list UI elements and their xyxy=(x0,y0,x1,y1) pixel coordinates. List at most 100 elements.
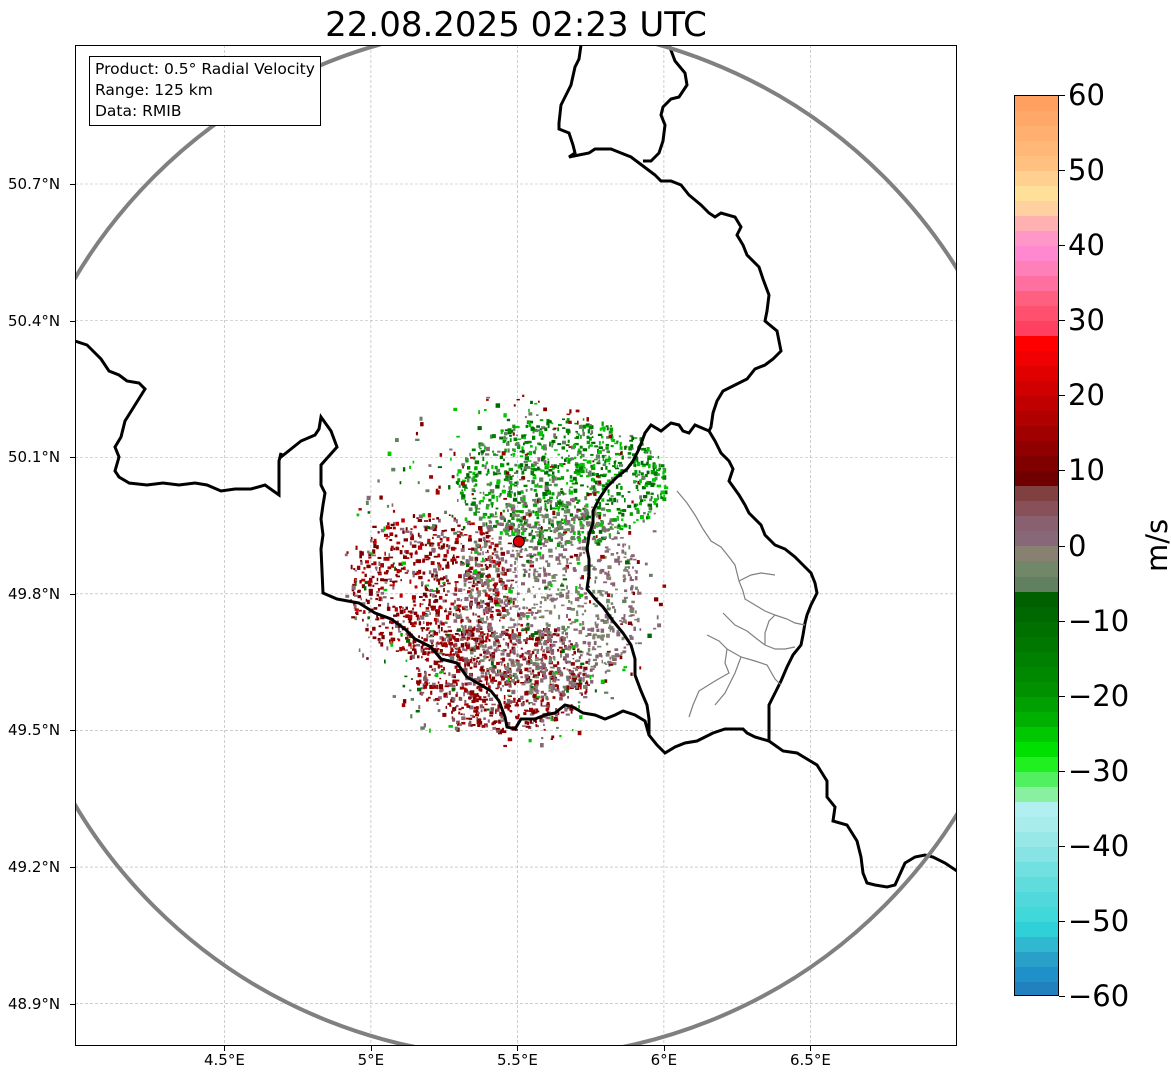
echo-pixel-outbound-west xyxy=(402,545,404,548)
echo-pixel-inbound xyxy=(478,445,481,448)
echo-pixel-scatter xyxy=(556,726,559,729)
echo-pixel-scatter xyxy=(578,650,582,653)
echo-pixel-outbound-south xyxy=(480,639,484,644)
echo-pixel-outbound-west xyxy=(431,644,434,647)
echo-pixel-near-zero xyxy=(538,499,542,501)
echo-pixel-scatter xyxy=(507,694,511,697)
echo-pixel-outbound-south xyxy=(448,641,450,645)
echo-pixel-inbound xyxy=(549,441,552,444)
echo-pixel-outbound-west xyxy=(452,556,456,559)
echo-pixel-near-zero xyxy=(514,557,518,561)
echo-pixel-near-zero xyxy=(595,623,599,628)
echo-pixel-near-zero xyxy=(486,650,489,655)
echo-pixel-scatter xyxy=(422,513,426,517)
echo-pixel-outbound-west xyxy=(358,609,362,612)
echo-pixel-inbound xyxy=(511,530,514,533)
echo-pixel-inbound xyxy=(582,448,588,452)
echo-pixel-near-zero xyxy=(585,521,591,525)
echo-pixel-outbound-south xyxy=(464,687,467,690)
echo-pixel-near-zero xyxy=(479,579,483,583)
echo-pixel-near-zero xyxy=(612,606,615,609)
echo-pixel-inbound xyxy=(537,508,542,513)
echo-pixel-outbound-west xyxy=(393,521,396,526)
echo-pixel-scatter xyxy=(446,633,450,637)
colorbar-tick-mark xyxy=(1059,996,1065,997)
echo-pixel-near-zero xyxy=(490,666,493,670)
echo-pixel-inbound xyxy=(624,498,626,503)
echo-pixel-scatter xyxy=(430,630,434,632)
echo-pixel-inbound xyxy=(502,439,506,443)
echo-pixel-near-zero xyxy=(612,582,616,587)
echo-pixel-outbound-south xyxy=(576,666,580,669)
echo-pixel-scatter xyxy=(554,670,558,674)
echo-pixel-near-zero xyxy=(474,655,476,657)
colorbar-tick-mark xyxy=(1059,545,1065,547)
echo-pixel-outbound-south xyxy=(511,700,515,703)
echo-pixel-inbound xyxy=(558,424,562,427)
echo-pixel-outbound-south xyxy=(498,641,501,644)
echo-pixel-scatter xyxy=(387,522,390,526)
echo-pixel-near-zero xyxy=(509,564,513,567)
echo-pixel-outbound-west xyxy=(367,580,372,585)
echo-pixel-near-zero xyxy=(524,518,529,523)
echo-pixel-scatter xyxy=(358,648,361,652)
echo-pixel-near-zero xyxy=(547,518,552,522)
echo-pixel-outbound-south xyxy=(478,662,481,665)
echo-pixel-near-zero xyxy=(607,522,610,525)
echo-pixel-inbound xyxy=(636,461,641,467)
echo-pixel-outbound-south xyxy=(519,654,522,659)
echo-pixel-outbound-west xyxy=(460,643,465,648)
colorbar-band xyxy=(1015,801,1058,817)
echo-pixel-outbound-south xyxy=(474,713,479,717)
echo-pixel-scatter xyxy=(508,535,512,537)
echo-pixel-outbound-west xyxy=(369,597,373,600)
echo-pixel-inbound xyxy=(660,464,665,468)
echo-pixel-outbound-west xyxy=(472,612,475,616)
echo-pixel-near-zero xyxy=(614,608,617,613)
echo-pixel-outbound-south xyxy=(586,684,591,686)
echo-pixel-outbound-west xyxy=(477,619,482,624)
echo-pixel-scatter xyxy=(636,560,640,564)
echo-pixel-outbound-south xyxy=(559,636,562,641)
echo-pixel-scatter xyxy=(566,413,571,416)
colorbar-band xyxy=(1015,441,1058,457)
echo-pixel-outbound-west xyxy=(391,637,396,642)
echo-pixel-scatter xyxy=(486,396,491,399)
echo-pixel-near-zero xyxy=(466,571,471,577)
echo-pixel-inbound xyxy=(551,475,555,479)
echo-pixel-scatter xyxy=(455,481,459,484)
echo-pixel-near-zero xyxy=(567,647,571,651)
echo-pixel-scatter xyxy=(550,716,553,721)
echo-pixel-inbound xyxy=(541,457,544,462)
echo-pixel-inbound xyxy=(591,472,595,476)
echo-pixel-near-zero xyxy=(456,597,460,601)
echo-pixel-outbound-west xyxy=(478,538,482,542)
echo-pixel-inbound xyxy=(565,428,570,433)
colorbar-band xyxy=(1015,906,1058,922)
echo-pixel-inbound xyxy=(482,496,485,500)
echo-pixel-scatter xyxy=(506,418,511,422)
echo-pixel-scatter xyxy=(354,569,357,572)
echo-pixel-inbound xyxy=(503,458,505,461)
echo-pixel-outbound-west xyxy=(433,568,437,573)
echo-pixel-near-zero xyxy=(574,514,579,519)
echo-pixel-near-zero xyxy=(488,587,492,591)
echo-pixel-outbound-south xyxy=(584,691,587,695)
echo-pixel-scatter xyxy=(446,579,449,582)
echo-pixel-near-zero xyxy=(539,514,544,516)
echo-pixel-near-zero xyxy=(596,628,600,632)
echo-pixel-inbound xyxy=(509,513,513,517)
echo-pixel-near-zero xyxy=(543,641,548,646)
echo-pixel-outbound-west xyxy=(484,563,487,566)
echo-pixel-outbound-west xyxy=(490,610,494,613)
echo-pixel-near-zero xyxy=(495,567,499,571)
echo-pixel-scatter xyxy=(639,479,642,484)
echo-pixel-inbound xyxy=(532,451,535,454)
echo-pixel-near-zero xyxy=(463,633,465,637)
echo-pixel-outbound-west xyxy=(493,547,497,552)
echo-pixel-outbound-west xyxy=(392,526,396,530)
echo-pixel-near-zero xyxy=(554,537,559,540)
echo-pixel-near-zero xyxy=(576,610,579,615)
echo-pixel-outbound-west xyxy=(428,603,431,607)
echo-pixel-inbound xyxy=(647,458,649,462)
